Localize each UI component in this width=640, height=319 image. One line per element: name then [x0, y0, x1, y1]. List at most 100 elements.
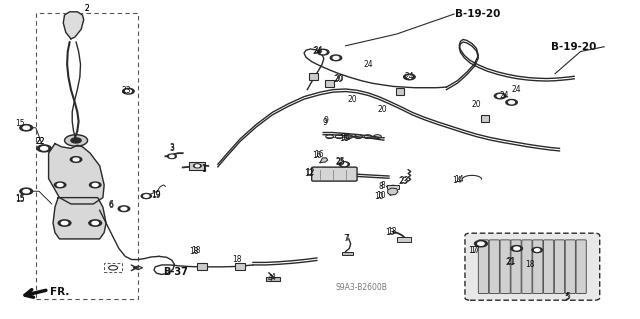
Text: 25: 25 — [335, 158, 345, 167]
Text: 24: 24 — [404, 72, 414, 81]
Circle shape — [477, 242, 484, 245]
Text: 15: 15 — [15, 195, 25, 204]
Text: 15: 15 — [15, 119, 25, 129]
Text: S9A3-B2600B: S9A3-B2600B — [335, 283, 387, 292]
Text: 18: 18 — [191, 246, 200, 255]
Circle shape — [121, 207, 127, 210]
Text: 13: 13 — [387, 227, 396, 236]
Text: 20: 20 — [334, 74, 344, 83]
Text: 21: 21 — [506, 258, 515, 267]
Text: 20: 20 — [347, 95, 356, 104]
Text: 18: 18 — [525, 260, 534, 270]
Circle shape — [339, 162, 349, 167]
Circle shape — [509, 101, 515, 104]
Circle shape — [195, 165, 199, 167]
Text: 15: 15 — [15, 194, 25, 203]
Polygon shape — [49, 144, 104, 204]
Text: 7: 7 — [343, 234, 348, 243]
Bar — [387, 185, 399, 189]
Text: 2: 2 — [84, 4, 90, 13]
Circle shape — [342, 163, 347, 166]
Circle shape — [170, 155, 174, 158]
Circle shape — [193, 164, 201, 168]
Text: 25: 25 — [335, 157, 345, 166]
Polygon shape — [320, 158, 328, 163]
Circle shape — [37, 145, 51, 152]
Circle shape — [474, 241, 487, 247]
Circle shape — [89, 220, 102, 226]
Text: 18: 18 — [232, 255, 242, 264]
Text: 12: 12 — [304, 169, 313, 178]
Text: 2: 2 — [84, 4, 90, 13]
Text: 9: 9 — [324, 116, 329, 125]
FancyBboxPatch shape — [511, 240, 521, 293]
Circle shape — [61, 221, 68, 225]
Circle shape — [534, 249, 540, 251]
Text: 20: 20 — [472, 100, 481, 109]
Text: 16: 16 — [314, 150, 324, 159]
Circle shape — [71, 138, 81, 143]
FancyBboxPatch shape — [522, 240, 532, 293]
FancyBboxPatch shape — [489, 240, 499, 293]
Bar — [310, 73, 318, 80]
Text: 17: 17 — [468, 247, 478, 256]
Bar — [197, 263, 207, 270]
Circle shape — [511, 246, 522, 251]
Text: 5: 5 — [565, 292, 570, 301]
Circle shape — [118, 206, 130, 211]
Text: 4: 4 — [268, 274, 273, 283]
FancyBboxPatch shape — [565, 240, 575, 293]
Circle shape — [57, 183, 63, 186]
Circle shape — [317, 49, 329, 55]
Circle shape — [23, 126, 29, 129]
Text: 14: 14 — [452, 176, 462, 185]
Circle shape — [141, 194, 152, 198]
Bar — [325, 80, 333, 87]
FancyBboxPatch shape — [543, 240, 554, 293]
Circle shape — [40, 147, 47, 150]
Circle shape — [330, 55, 342, 61]
Text: 22: 22 — [36, 137, 45, 145]
Text: 19: 19 — [151, 190, 161, 200]
Circle shape — [514, 247, 520, 250]
Text: 23: 23 — [399, 176, 409, 185]
Text: 24: 24 — [512, 85, 522, 94]
Circle shape — [92, 221, 99, 225]
Bar — [189, 162, 205, 170]
Text: 10: 10 — [374, 191, 383, 201]
Circle shape — [532, 248, 542, 253]
Circle shape — [506, 100, 517, 105]
Bar — [104, 263, 122, 272]
Circle shape — [168, 154, 176, 159]
FancyBboxPatch shape — [554, 240, 564, 293]
Text: 9: 9 — [323, 117, 328, 127]
Bar — [481, 115, 489, 122]
Text: 6: 6 — [108, 200, 113, 209]
Circle shape — [23, 190, 29, 193]
Polygon shape — [388, 188, 398, 195]
Text: 1: 1 — [202, 165, 206, 174]
Bar — [236, 263, 245, 270]
Text: 20: 20 — [378, 105, 387, 114]
Text: 7: 7 — [344, 234, 349, 243]
Text: 18: 18 — [189, 247, 198, 256]
Circle shape — [65, 135, 88, 146]
Text: FR.: FR. — [50, 287, 69, 297]
Text: 11: 11 — [340, 133, 350, 142]
Circle shape — [406, 76, 412, 78]
Bar — [397, 237, 411, 242]
Text: 12: 12 — [306, 168, 315, 177]
Bar — [266, 277, 280, 281]
FancyBboxPatch shape — [478, 240, 488, 293]
Circle shape — [73, 158, 79, 161]
Circle shape — [70, 157, 82, 162]
Circle shape — [320, 51, 326, 54]
Polygon shape — [53, 197, 106, 239]
Text: 19: 19 — [151, 190, 161, 199]
Text: 23: 23 — [398, 177, 408, 186]
Text: 3: 3 — [170, 144, 174, 153]
Circle shape — [333, 56, 339, 59]
Circle shape — [404, 74, 415, 80]
Bar — [342, 252, 353, 255]
Circle shape — [92, 183, 98, 186]
